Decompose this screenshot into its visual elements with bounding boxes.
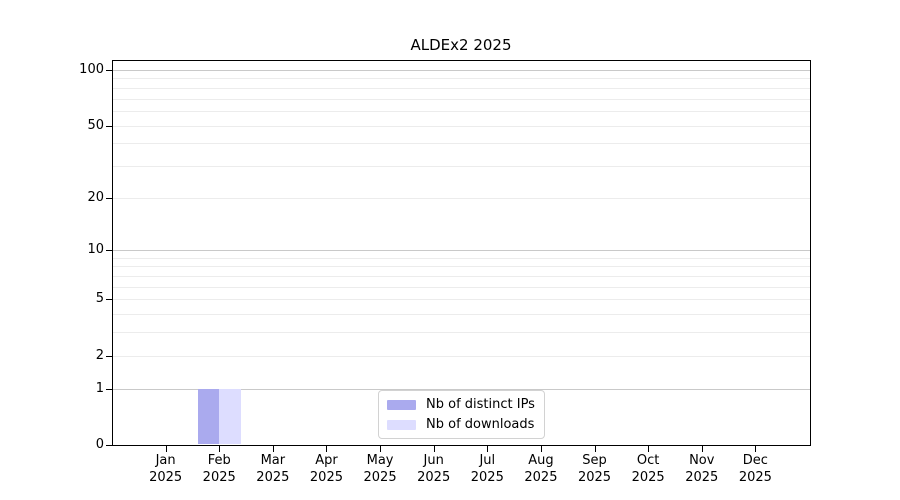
chart-title: ALDEx2 2025 [410,36,512,54]
x-tick-label-jan: Jan 2025 [149,453,183,485]
gridline-minor [113,257,810,259]
y-tick [106,445,112,446]
gridline-minor [113,299,810,301]
x-tick-label-aug: Aug 2025 [524,453,558,485]
y-tick-label: 100 [79,62,104,77]
gridline-minor [113,332,810,334]
x-tick-label-sep: Sep 2025 [577,453,612,485]
gridline-minor [113,110,810,112]
gridline-minor [113,87,810,89]
x-tick [487,446,489,452]
x-tick [594,446,596,452]
y-tick [106,125,112,127]
x-tick-label-jul: Jul 2025 [470,453,504,485]
x-tick-label-mar: Mar 2025 [256,453,290,485]
x-tick-label-jun: Jun 2025 [417,453,451,485]
x-tick [272,446,274,452]
gridline-minor [113,266,810,268]
y-tick [106,197,112,199]
legend-item-downloads: Nb of downloads [387,415,535,434]
x-tick [165,446,167,452]
gridline-minor [113,165,810,167]
legend-label-distinct-ips: Nb of distinct IPs [426,397,535,412]
gridline-major [113,388,810,390]
bar-distinct-ips-feb [197,388,220,444]
x-tick-label-nov: Nov 2025 [685,453,719,485]
gridline-minor [113,355,810,357]
x-tick [433,446,435,452]
x-tick [755,446,757,452]
y-tick [106,299,112,301]
x-tick [648,446,650,452]
bar-downloads-feb [219,388,241,444]
gridline-minor [113,314,810,316]
legend-swatch-downloads [387,419,416,430]
gridline-minor [113,78,810,80]
gridline-minor [113,286,810,288]
y-tick-label: 1 [95,380,104,396]
y-tick-label: 2 [95,347,104,363]
legend-swatch-distinct-ips [387,399,416,410]
gridline-minor [113,98,810,100]
y-tick-label: 50 [87,117,104,133]
x-tick-label-apr: Apr 2025 [309,453,343,485]
legend: Nb of distinct IPs Nb of downloads [378,390,545,439]
x-tick [380,446,382,452]
y-tick [106,388,112,390]
y-tick-label: 5 [95,291,104,307]
gridline-minor [113,125,810,127]
y-tick-label: 10 [87,242,104,258]
y-tick-label: 0 [95,437,104,452]
x-tick [326,446,328,452]
y-tick [106,250,112,252]
gridline-major [113,250,810,252]
x-tick [219,446,221,452]
legend-label-downloads: Nb of downloads [426,417,535,432]
y-tick-label: 20 [87,189,104,205]
gridline-minor [113,276,810,278]
x-tick-label-feb: Feb 2025 [202,453,236,485]
x-tick-label-dec: Dec 2025 [738,453,772,485]
y-tick [106,70,112,71]
plot-area [112,60,811,446]
gridline-major [113,70,810,71]
y-tick [106,355,112,357]
x-tick-label-may: May 2025 [363,453,397,485]
legend-item-distinct-ips: Nb of distinct IPs [387,395,535,414]
gridline-minor [113,197,810,199]
gridline-minor [113,143,810,145]
x-tick-label-oct: Oct 2025 [631,453,665,485]
x-tick [701,446,703,452]
x-tick [540,446,542,452]
